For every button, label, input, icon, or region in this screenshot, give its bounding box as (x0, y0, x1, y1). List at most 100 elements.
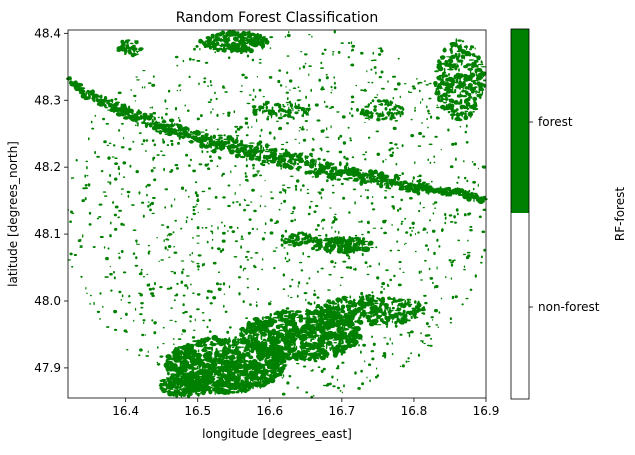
forest-patch (179, 386, 181, 389)
forest-patch (190, 133, 194, 135)
forest-patch (382, 180, 384, 183)
forest-patch (160, 259, 165, 261)
forest-patch (107, 247, 110, 250)
forest-patch (437, 117, 441, 120)
forest-patch (437, 190, 439, 193)
forest-patch (135, 50, 140, 53)
forest-patch (252, 167, 255, 170)
forest-patch (397, 181, 399, 185)
forest-patch (382, 100, 385, 102)
forest-patch (210, 84, 213, 87)
forest-patch (282, 184, 286, 186)
forest-patch (285, 101, 291, 104)
forest-patch (298, 261, 303, 264)
forest-patch (282, 103, 285, 106)
forest-patch (378, 262, 381, 266)
forest-patch (475, 102, 478, 107)
forest-patch (150, 292, 155, 296)
forest-patch (225, 353, 228, 360)
forest-patch (342, 243, 344, 247)
forest-patch (342, 317, 344, 323)
forest-patch (198, 363, 201, 369)
forest-patch (112, 201, 115, 204)
forest-patch (217, 353, 224, 358)
forest-patch (187, 364, 194, 370)
forest-patch (86, 175, 89, 177)
forest-patch (126, 40, 129, 45)
forest-patch (399, 181, 403, 183)
forest-patch (209, 366, 216, 369)
forest-patch (92, 246, 96, 248)
forest-patch (193, 47, 196, 51)
forest-patch (438, 87, 444, 89)
forest-patch (399, 365, 402, 367)
forest-patch (240, 245, 243, 249)
forest-patch (461, 90, 464, 93)
forest-patch (376, 117, 381, 122)
forest-patch (341, 340, 344, 345)
forest-patch (481, 83, 486, 86)
forest-patch (301, 114, 303, 117)
forest-patch (391, 320, 393, 324)
forest-patch (373, 310, 379, 314)
forest-patch (202, 347, 204, 350)
forest-patch (96, 97, 99, 102)
forest-patch (219, 384, 222, 387)
forest-patch (160, 150, 163, 152)
forest-patch (366, 196, 370, 200)
forest-patch (335, 344, 343, 348)
forest-patch (204, 380, 207, 385)
forest-patch (283, 352, 286, 356)
forest-patch (350, 41, 353, 45)
forest-patch (199, 383, 202, 386)
forest-patch (219, 359, 222, 363)
forest-patch (245, 351, 251, 357)
forest-patch (439, 55, 446, 60)
forest-patch (213, 373, 217, 376)
forest-patch (174, 294, 178, 297)
forest-patch (186, 346, 193, 352)
forest-patch (223, 293, 226, 295)
forest-patch (291, 347, 297, 353)
forest-patch (329, 331, 336, 337)
forest-patch (309, 240, 314, 243)
forest-patch (225, 47, 229, 50)
forest-patch (280, 112, 282, 117)
forest-patch (260, 195, 262, 198)
forest-patch (351, 249, 354, 252)
forest-patch (206, 364, 209, 366)
forest-patch (295, 235, 300, 239)
forest-patch (358, 301, 361, 306)
forest-patch (422, 313, 426, 315)
forest-patch (134, 113, 137, 117)
forest-patch (103, 246, 106, 249)
forest-patch (461, 95, 468, 97)
forest-patch (233, 369, 241, 374)
forest-patch (353, 326, 356, 330)
forest-patch (228, 147, 232, 151)
forest-patch (124, 52, 127, 56)
forest-patch (320, 369, 324, 373)
forest-patch (248, 334, 252, 337)
forest-patch (453, 100, 459, 105)
forest-patch (103, 95, 108, 101)
forest-patch (387, 80, 389, 83)
forest-patch (202, 343, 208, 347)
forest-patch (225, 349, 230, 355)
forest-patch (478, 198, 481, 202)
forest-patch (170, 271, 174, 273)
forest-patch (347, 257, 351, 260)
forest-patch (140, 302, 144, 305)
forest-patch (447, 88, 454, 92)
forest-patch (397, 176, 400, 181)
forest-patch (174, 107, 178, 111)
forest-patch (264, 323, 268, 329)
forest-patch (410, 118, 413, 121)
forest-patch (441, 62, 446, 65)
forest-patch (217, 134, 223, 137)
forest-patch (265, 105, 268, 110)
forest-patch (469, 225, 473, 228)
forest-patch (371, 301, 374, 305)
forest-patch (255, 301, 258, 304)
forest-patch (244, 117, 249, 120)
